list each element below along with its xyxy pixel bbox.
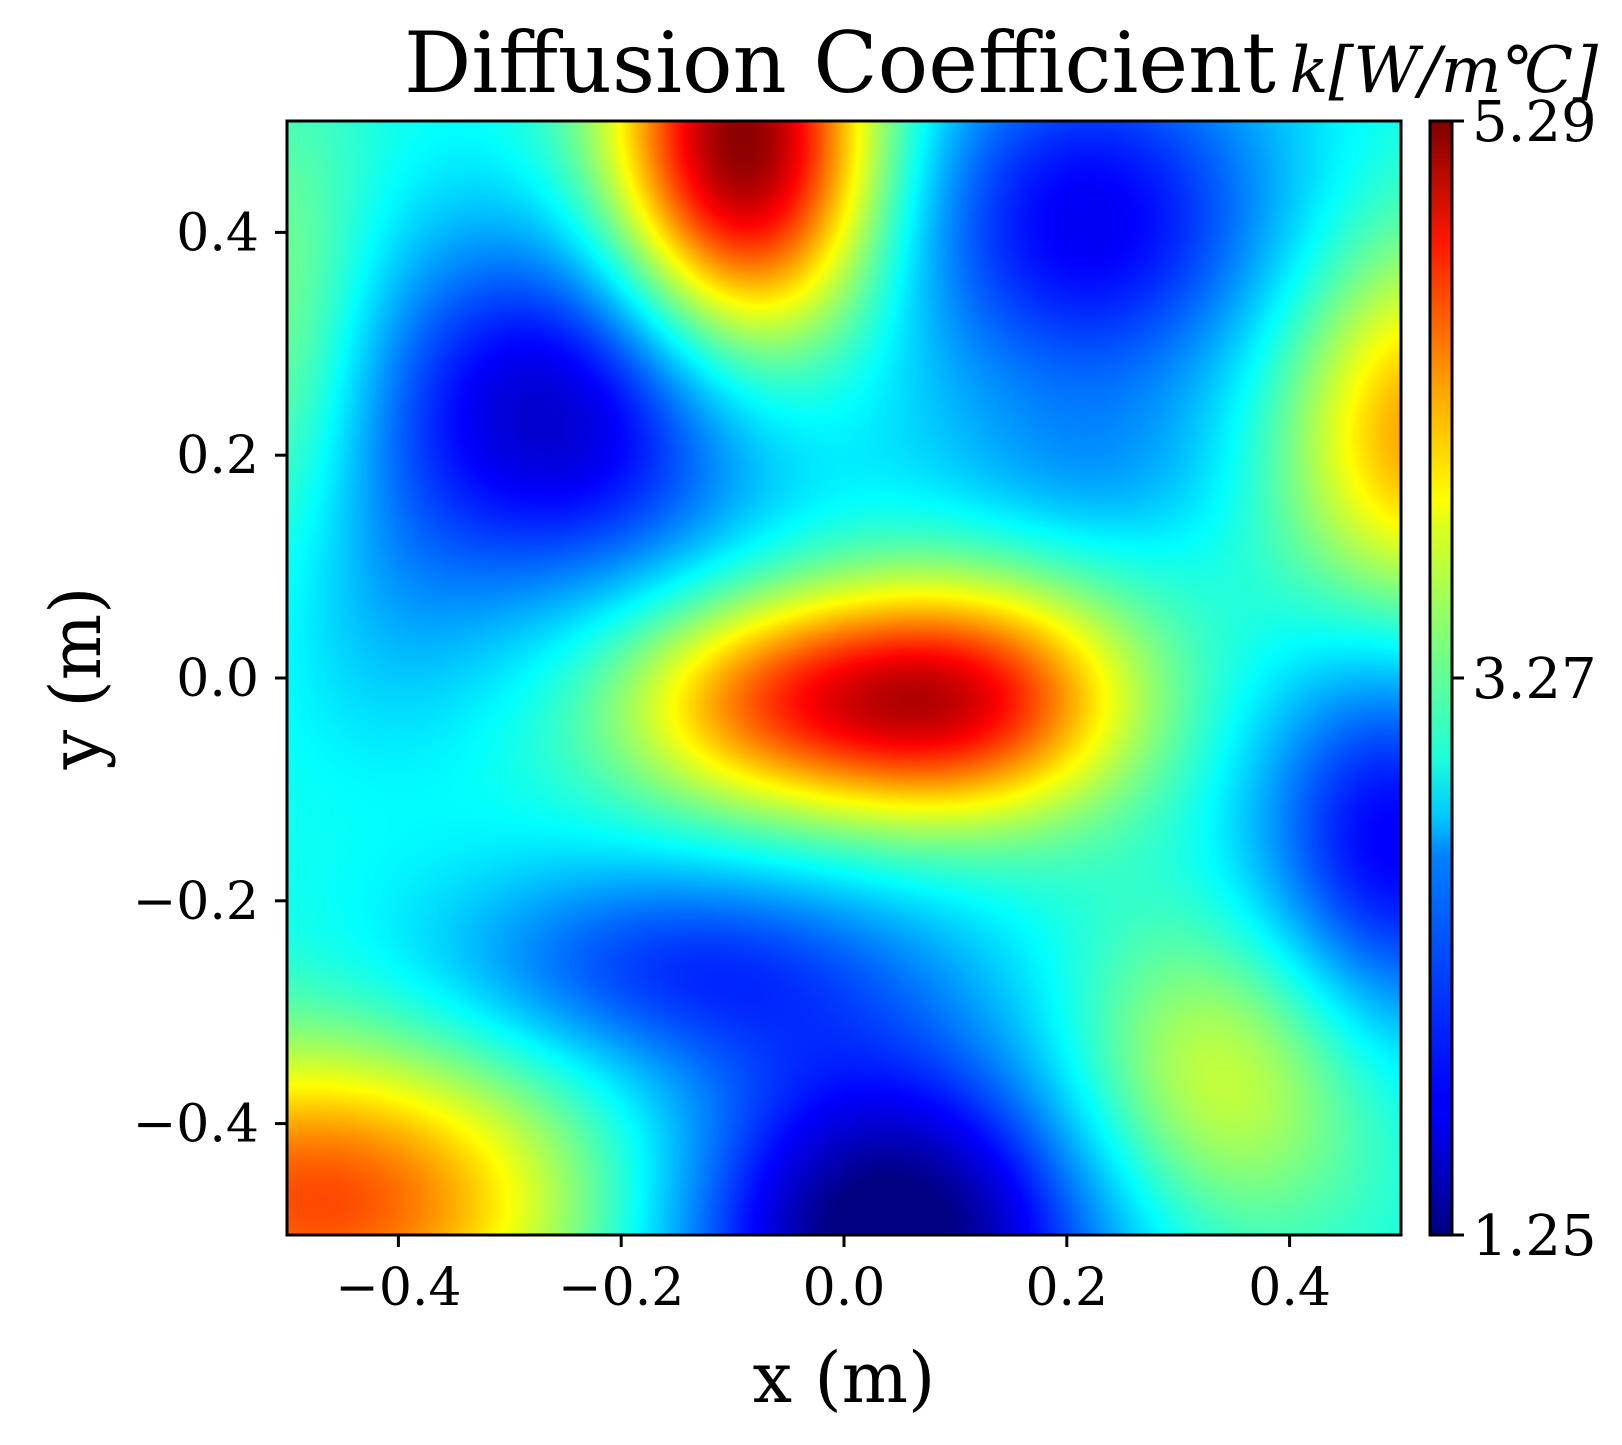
x-tick-label: −0.4: [335, 1258, 461, 1318]
colorbar-tick-label: 1.25: [1472, 1204, 1597, 1269]
heatmap-image: [287, 121, 1401, 1235]
colorbar: [1428, 119, 1454, 1237]
colorbar-label: k[W/m℃]: [1290, 34, 1599, 108]
x-axis-ticks: −0.4 −0.2 0.0 0.2 0.4: [335, 1235, 1331, 1318]
y-tick-label: 0.4: [176, 203, 259, 263]
y-tick-label: 0.2: [176, 426, 259, 486]
y-tick-label: 0.0: [176, 649, 259, 709]
y-tick-label: −0.2: [133, 872, 259, 932]
x-axis-label: x (m): [753, 1337, 936, 1419]
y-tick-label: −0.4: [133, 1095, 259, 1155]
chart-title: Diffusion Coefficient: [404, 14, 1276, 112]
colorbar-tick-label: 3.27: [1472, 647, 1597, 712]
colorbar-tick-label: 5.29: [1472, 90, 1597, 155]
y-axis-ticks: −0.4 −0.2 0.0 0.2 0.4: [133, 203, 287, 1155]
x-tick-label: −0.2: [558, 1258, 684, 1318]
colorbar-ticks: 1.25 3.27 5.29: [1452, 90, 1597, 1269]
x-tick-label: 0.2: [1025, 1258, 1108, 1318]
y-axis-label: y (m): [35, 587, 117, 771]
x-tick-label: 0.0: [803, 1258, 886, 1318]
x-tick-label: 0.4: [1248, 1258, 1331, 1318]
heatmap-plot-area: [287, 121, 1401, 1235]
